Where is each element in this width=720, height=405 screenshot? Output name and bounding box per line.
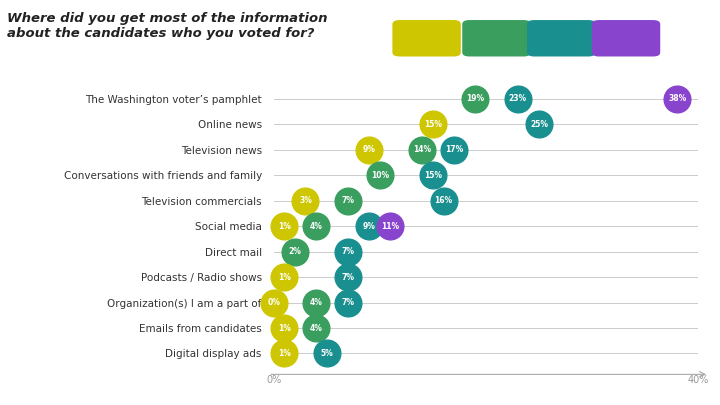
Text: 0%: 0% <box>267 298 280 307</box>
Text: 7%: 7% <box>341 298 354 307</box>
Text: 1%: 1% <box>278 273 291 281</box>
Point <box>671 96 683 102</box>
Text: 5%: 5% <box>320 349 333 358</box>
Text: 4%: 4% <box>310 222 323 231</box>
Point <box>438 198 449 204</box>
Text: 4%: 4% <box>310 298 323 307</box>
Point <box>427 172 438 179</box>
Text: 0%: 0% <box>266 375 282 385</box>
Text: 9%: 9% <box>363 222 376 231</box>
Point <box>384 223 396 229</box>
Text: 2%: 2% <box>289 247 301 256</box>
Point <box>342 198 354 204</box>
Point <box>427 121 438 128</box>
Text: 16%: 16% <box>434 196 453 205</box>
Text: 7%: 7% <box>341 273 354 281</box>
Text: 38%: 38% <box>668 94 686 103</box>
Text: 14%: 14% <box>413 145 431 154</box>
Text: 11%: 11% <box>382 222 400 231</box>
Text: 65+: 65+ <box>614 33 638 43</box>
Point <box>342 274 354 280</box>
Text: 17%: 17% <box>445 145 463 154</box>
Text: 18-29: 18-29 <box>410 33 444 43</box>
Text: 15%: 15% <box>424 120 442 129</box>
Text: 1%: 1% <box>278 349 291 358</box>
Point <box>310 325 322 331</box>
Text: 40%: 40% <box>688 375 709 385</box>
Text: 3%: 3% <box>299 196 312 205</box>
Text: 9%: 9% <box>363 145 376 154</box>
Text: 1%: 1% <box>278 324 291 333</box>
Point <box>268 299 279 306</box>
Text: 19%: 19% <box>467 94 485 103</box>
Point <box>416 147 428 153</box>
Point <box>534 121 545 128</box>
Text: 30-44: 30-44 <box>480 33 513 43</box>
Point <box>512 96 523 102</box>
Point <box>279 223 290 229</box>
Text: 25%: 25% <box>530 120 548 129</box>
Point <box>279 325 290 331</box>
Text: 7%: 7% <box>341 196 354 205</box>
Point <box>364 223 375 229</box>
Point <box>449 147 460 153</box>
Text: 7%: 7% <box>341 247 354 256</box>
Point <box>469 96 481 102</box>
Point <box>289 248 301 255</box>
Point <box>342 299 354 306</box>
Point <box>310 299 322 306</box>
Point <box>300 198 311 204</box>
Point <box>374 172 386 179</box>
Point <box>321 350 333 357</box>
Text: 10%: 10% <box>371 171 389 180</box>
Point <box>364 147 375 153</box>
Text: 45-64: 45-64 <box>544 33 578 43</box>
Point <box>279 350 290 357</box>
Text: Where did you get most of the information
about the candidates who you voted for: Where did you get most of the informatio… <box>7 12 328 40</box>
Text: 15%: 15% <box>424 171 442 180</box>
Text: 1%: 1% <box>278 222 291 231</box>
Point <box>342 248 354 255</box>
Point <box>279 274 290 280</box>
Point <box>310 223 322 229</box>
Text: 4%: 4% <box>310 324 323 333</box>
Text: 23%: 23% <box>509 94 527 103</box>
